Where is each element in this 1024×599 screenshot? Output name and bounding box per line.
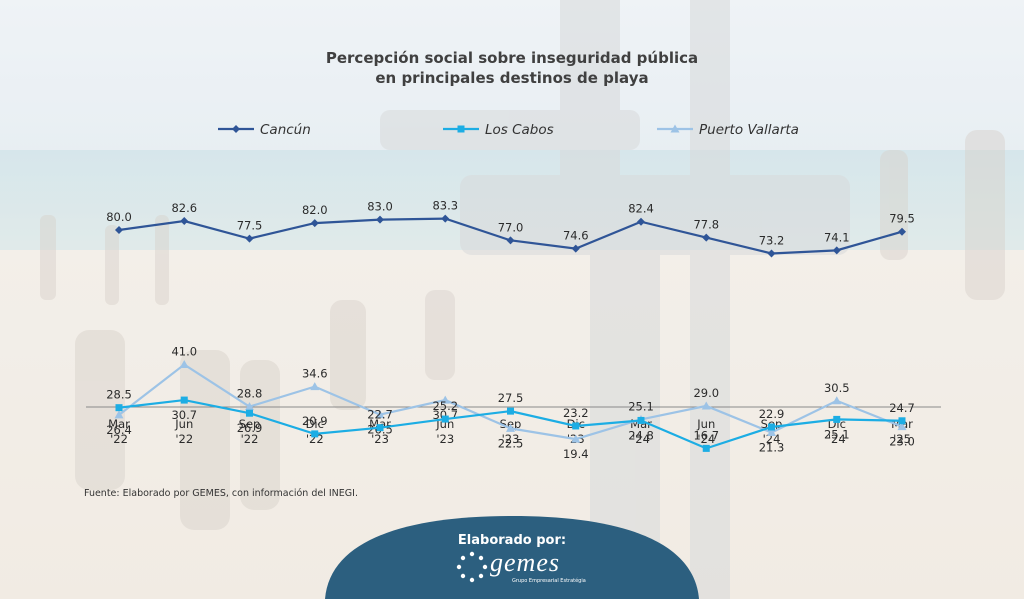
data-label-puerto-vallarta: 41.0 <box>171 345 197 359</box>
data-label-cancun: 82.0 <box>302 203 328 217</box>
data-point-puerto-vallarta <box>375 410 385 419</box>
data-point-los-cabos <box>637 416 645 424</box>
x-tick-label: Sep'24 <box>761 417 783 446</box>
data-label-puerto-vallarta: 28.8 <box>237 387 263 401</box>
data-label-cancun: 83.3 <box>432 199 458 213</box>
data-label-los-cabos: 22.7 <box>367 408 393 422</box>
gemes-logo-tagline: Grupo Empresarial Estratégia <box>512 578 586 584</box>
data-point-puerto-vallarta <box>897 422 907 431</box>
data-label-los-cabos: 25.2 <box>432 399 458 413</box>
data-point-cancun <box>898 227 906 236</box>
data-point-puerto-vallarta <box>245 402 254 411</box>
data-point-los-cabos <box>180 396 188 404</box>
data-label-los-cabos: 27.5 <box>498 391 524 405</box>
legend-marker-cancun <box>232 125 240 133</box>
data-point-cancun <box>767 249 776 258</box>
badge-shape <box>325 516 699 599</box>
data-point-los-cabos <box>507 407 514 415</box>
data-point-los-cabos <box>572 422 580 430</box>
data-label-puerto-vallarta: 22.5 <box>498 436 524 450</box>
data-label-puerto-vallarta: 29.0 <box>693 386 719 400</box>
legend-label-cancun: Cancún <box>260 122 311 138</box>
data-point-los-cabos <box>702 444 710 452</box>
data-label-los-cabos: 28.5 <box>106 388 132 402</box>
data-point-puerto-vallarta <box>832 396 842 405</box>
data-point-cancun <box>637 217 645 226</box>
data-point-los-cabos <box>441 415 449 423</box>
data-point-puerto-vallarta <box>440 395 450 404</box>
data-label-cancun: 82.6 <box>171 201 197 215</box>
x-tick-label: Jun '22 <box>174 417 193 446</box>
chart-title: Percepción social sobre inseguridad públ… <box>0 48 1024 88</box>
data-label-puerto-vallarta: 23.0 <box>889 435 915 449</box>
data-label-los-cabos: 30.7 <box>171 408 197 422</box>
x-tick-label: Dic '22 <box>306 417 324 446</box>
x-tick-label: Mar '22 <box>108 417 130 446</box>
data-label-puerto-vallarta: 26.4 <box>106 423 132 437</box>
data-label-cancun: 82.4 <box>628 202 654 216</box>
badge-label: Elaborado por: <box>457 533 567 548</box>
data-point-los-cabos <box>898 417 906 425</box>
data-point-cancun <box>310 219 319 228</box>
data-point-cancun <box>441 214 450 223</box>
data-label-cancun: 79.5 <box>889 212 915 226</box>
data-point-cancun <box>571 244 580 253</box>
data-label-los-cabos: 25.1 <box>824 427 850 441</box>
data-point-puerto-vallarta <box>506 423 515 432</box>
data-label-puerto-vallarta: 19.4 <box>563 447 589 461</box>
data-label-cancun: 74.6 <box>563 229 589 243</box>
x-tick-label: Jun '24 <box>696 417 715 446</box>
data-label-cancun: 74.1 <box>824 230 850 244</box>
data-label-cancun: 73.2 <box>759 233 785 247</box>
legend-marker-los-cabos <box>457 125 465 133</box>
data-point-puerto-vallarta <box>571 434 581 443</box>
data-label-los-cabos: 24.8 <box>628 428 654 442</box>
data-point-los-cabos <box>768 423 775 431</box>
data-label-los-cabos: 24.7 <box>889 401 915 415</box>
data-label-puerto-vallarta: 30.5 <box>824 381 850 395</box>
data-label-cancun: 83.0 <box>367 200 393 214</box>
data-point-cancun <box>180 217 189 226</box>
data-label-puerto-vallarta: 25.1 <box>628 399 654 413</box>
data-label-los-cabos: 23.2 <box>563 406 589 420</box>
data-label-los-cabos: 22.9 <box>759 407 785 421</box>
legend-marker-puerto-vallarta <box>670 124 680 133</box>
data-point-cancun <box>832 246 841 255</box>
chart-title-line-1: Percepción social sobre inseguridad públ… <box>325 49 699 67</box>
legend-label-puerto-vallarta: Puerto Vallarta <box>699 122 799 138</box>
legend-label-los-cabos: Los Cabos <box>485 122 554 138</box>
data-label-cancun: 77.0 <box>498 220 524 234</box>
data-label-puerto-vallarta: 34.6 <box>302 367 328 381</box>
data-point-los-cabos <box>833 415 841 423</box>
data-point-cancun <box>115 226 123 234</box>
data-point-puerto-vallarta <box>114 410 124 419</box>
source-note: Fuente: Elaborado por GEMES, con informa… <box>84 488 358 499</box>
data-point-puerto-vallarta <box>701 401 711 410</box>
data-point-cancun <box>702 233 711 242</box>
data-label-los-cabos: 16.7 <box>693 428 719 442</box>
data-point-los-cabos <box>246 409 253 417</box>
data-point-cancun <box>376 215 384 224</box>
data-point-cancun <box>506 236 515 245</box>
data-label-los-cabos: 20.9 <box>302 414 328 428</box>
data-label-puerto-vallarta: 21.3 <box>759 441 785 455</box>
data-point-cancun <box>245 234 254 243</box>
chart-title-line-2: en principales destinos de playa <box>375 69 649 87</box>
data-label-cancun: 80.0 <box>106 210 132 224</box>
x-tick-label: Sep '22 <box>239 417 261 446</box>
data-label-cancun: 77.5 <box>237 219 263 233</box>
data-point-los-cabos <box>311 430 319 438</box>
data-point-los-cabos <box>376 424 384 432</box>
gemes-logo-wordmark: gemes <box>490 548 560 577</box>
data-point-puerto-vallarta <box>310 382 320 391</box>
data-label-los-cabos: 26.9 <box>237 421 263 435</box>
data-point-puerto-vallarta <box>767 428 776 437</box>
data-point-puerto-vallarta <box>179 360 189 369</box>
data-point-los-cabos <box>115 404 123 412</box>
data-label-cancun: 77.8 <box>693 218 719 232</box>
gemes-logo-icon <box>456 551 488 583</box>
